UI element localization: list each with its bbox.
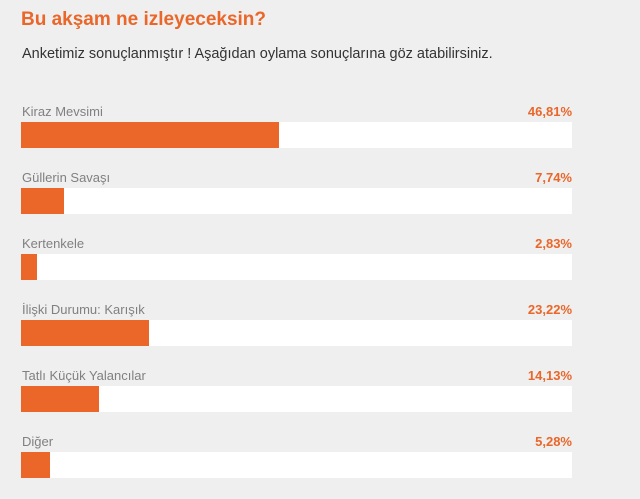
option-percent: 14,13% bbox=[527, 368, 572, 383]
poll-option-iliski-durumu-karisik: İlişki Durumu: Karışık 23,22% bbox=[21, 302, 572, 346]
result-bar-fill bbox=[21, 254, 37, 280]
option-percent: 2,83% bbox=[535, 236, 572, 251]
result-bar-track bbox=[21, 320, 572, 346]
result-bar-fill bbox=[21, 452, 51, 478]
poll-option-diger: Diğer 5,28% bbox=[21, 434, 572, 478]
poll-option-tatli-kucuk-yalancilar: Tatlı Küçük Yalancılar 14,13% bbox=[21, 368, 572, 412]
option-label: İlişki Durumu: Karışık bbox=[22, 302, 145, 317]
option-label: Kiraz Mevsimi bbox=[22, 104, 103, 119]
option-percent: 23,22% bbox=[527, 302, 572, 317]
poll-option-gullerin-savasi: Güllerin Savaşı 7,74% bbox=[21, 170, 572, 214]
result-bar-track bbox=[21, 254, 572, 280]
result-bar-track bbox=[21, 188, 572, 214]
result-bar-track bbox=[21, 386, 572, 412]
option-percent: 46,81% bbox=[527, 104, 572, 119]
option-label: Tatlı Küçük Yalancılar bbox=[22, 368, 146, 383]
result-bar-fill bbox=[21, 122, 279, 148]
option-percent: 7,74% bbox=[535, 170, 572, 185]
poll-option-kiraz-mevsimi: Kiraz Mevsimi 46,81% bbox=[21, 104, 572, 148]
result-bar-track bbox=[21, 452, 572, 478]
poll-option-kertenkele: Kertenkele 2,83% bbox=[21, 236, 572, 280]
result-bar-fill bbox=[21, 386, 99, 412]
option-label: Güllerin Savaşı bbox=[22, 170, 111, 185]
result-bar-track bbox=[21, 122, 572, 148]
option-label: Diğer bbox=[22, 434, 54, 449]
option-label: Kertenkele bbox=[22, 236, 85, 251]
option-percent: 5,28% bbox=[535, 434, 572, 449]
result-bar-fill bbox=[21, 188, 64, 214]
poll-subtitle: Anketimiz sonuçlanmıştır ! Aşağıdan oyla… bbox=[22, 46, 493, 62]
poll-title: Bu akşam ne izleyeceksin? bbox=[21, 9, 267, 30]
result-bar-fill bbox=[21, 320, 149, 346]
